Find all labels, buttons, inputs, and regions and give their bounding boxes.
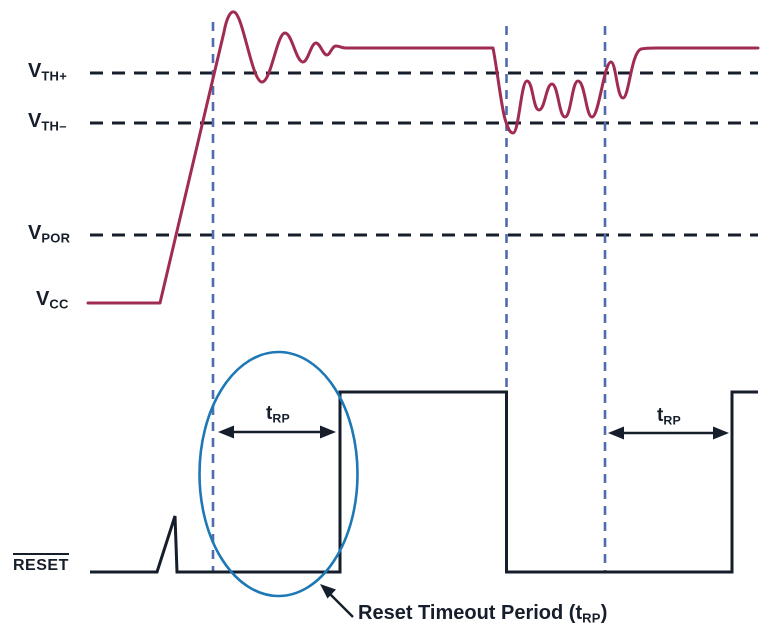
annotation-arrow — [320, 584, 354, 618]
trp2-base: t — [657, 405, 664, 426]
arrow-right-icon — [320, 425, 336, 439]
trp1-label: tRP — [248, 404, 308, 425]
trp1-base: t — [266, 403, 273, 424]
trp1-dimension-arrow — [218, 425, 336, 439]
vth-minus-base: V — [28, 110, 42, 132]
annotation-base: t — [575, 602, 583, 624]
trp2-dimension-arrow — [608, 426, 729, 440]
trp1-sub: RP — [272, 411, 290, 426]
highlight-ellipse — [198, 350, 359, 598]
vth-minus-label: VTH– — [28, 111, 67, 133]
arrow-up-left-icon — [320, 584, 336, 599]
vpor-base: V — [28, 222, 42, 244]
vcc-base: V — [36, 288, 50, 310]
vth-plus-label: VTH+ — [28, 61, 67, 83]
reset-text: RESET — [13, 557, 69, 574]
annotation-label: Reset Timeout Period (tRP) — [358, 603, 607, 625]
vth-plus-base: V — [28, 60, 42, 82]
annotation-post: ) — [600, 602, 608, 624]
arrow-left-icon — [608, 426, 624, 440]
trp2-label: tRP — [639, 406, 699, 427]
annotation-pre: Reset Timeout Period ( — [358, 602, 576, 624]
vth-plus-sub: TH+ — [41, 68, 68, 84]
vcc-sub: CC — [49, 296, 69, 312]
arrow-left-icon — [218, 425, 234, 439]
reset-waveform — [90, 390, 758, 574]
trp2-sub: RP — [663, 413, 681, 428]
reset-label: RESET — [13, 553, 69, 574]
vcc-label: VCC — [36, 289, 69, 311]
vpor-label: VPOR — [28, 223, 70, 245]
vth-minus-sub: TH– — [41, 118, 67, 134]
arrow-right-icon — [713, 426, 729, 440]
annotation-sub: RP — [582, 610, 601, 626]
vcc-waveform — [86, 10, 760, 305]
vpor-sub: POR — [41, 230, 71, 246]
